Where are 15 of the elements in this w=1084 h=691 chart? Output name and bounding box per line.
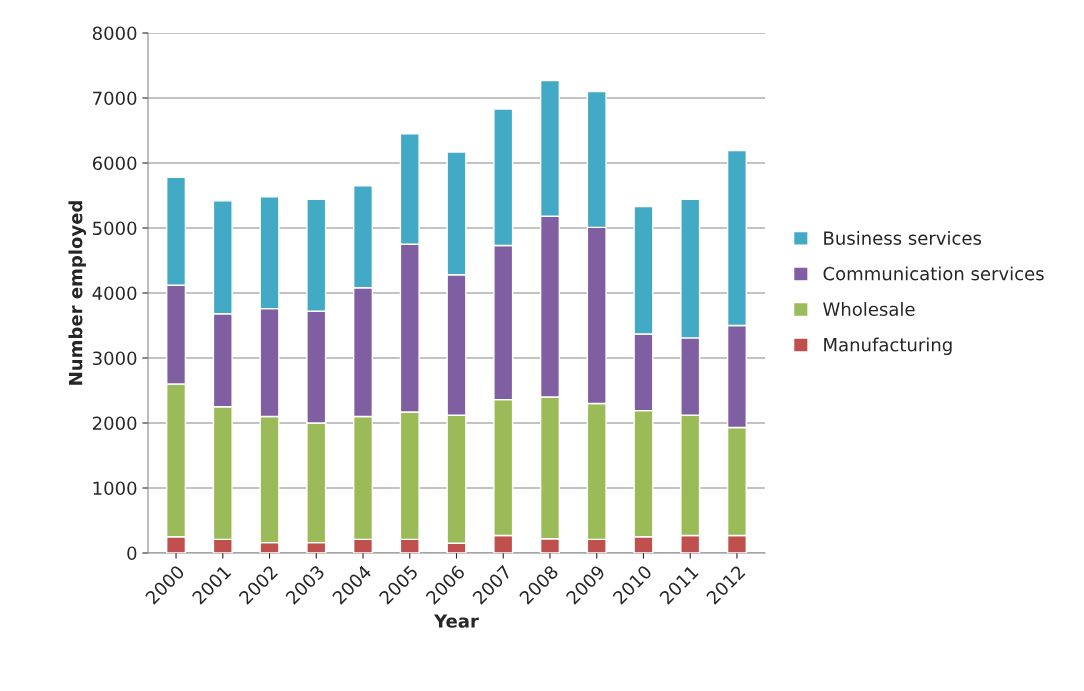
y-axis-title: Number employed xyxy=(68,201,87,385)
y-tick-label: 1000 xyxy=(93,481,137,496)
legend-label: Wholesale xyxy=(823,302,915,316)
y-tick-label: 7000 xyxy=(93,91,137,106)
legend-label: Communication services xyxy=(823,266,1044,281)
y-tick-label: 8000 xyxy=(92,26,137,41)
y-tick-label: 0 xyxy=(127,546,137,561)
y-tick-label: 4000 xyxy=(92,286,137,301)
x-axis-title: Year xyxy=(433,614,479,628)
y-tick-label: 6000 xyxy=(92,156,137,171)
legend-label: Manufacturing xyxy=(824,337,952,356)
y-tick-label: 2000 xyxy=(92,416,137,431)
y-tick-label: 5000 xyxy=(93,221,137,236)
y-tick-label: 3000 xyxy=(93,351,137,366)
legend-label: Business services xyxy=(824,230,982,245)
